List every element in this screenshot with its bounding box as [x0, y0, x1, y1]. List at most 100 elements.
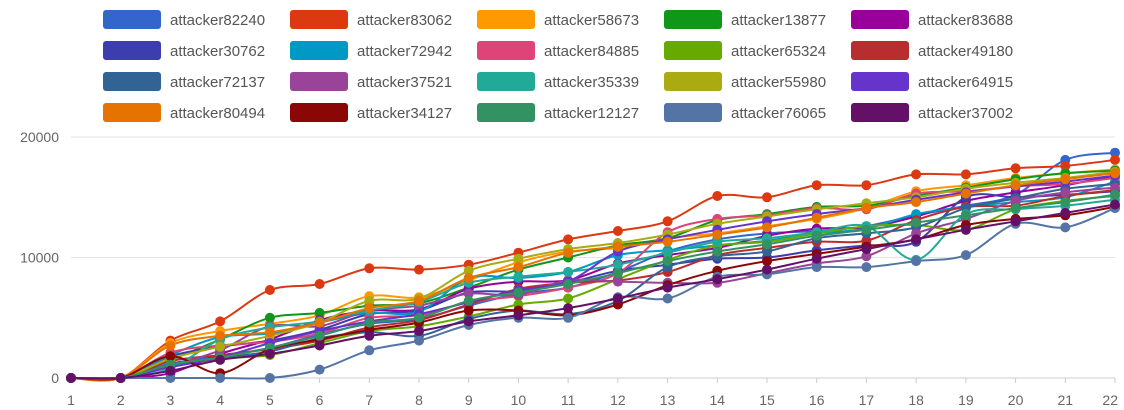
legend-item[interactable]: attacker37002: [851, 103, 1013, 122]
data-point[interactable]: [1110, 168, 1120, 179]
data-point[interactable]: [1010, 216, 1021, 227]
data-point[interactable]: [165, 365, 176, 376]
data-point[interactable]: [165, 351, 176, 362]
legend-item[interactable]: attacker72137: [103, 72, 265, 91]
data-point[interactable]: [314, 307, 325, 318]
data-point[interactable]: [1060, 207, 1071, 218]
legend-item[interactable]: attacker76065: [664, 103, 826, 122]
data-point[interactable]: [911, 234, 922, 245]
series-line[interactable]: [70, 203, 1116, 380]
data-point[interactable]: [1060, 160, 1071, 171]
data-point[interactable]: [563, 303, 574, 314]
legend-item[interactable]: attacker49180: [851, 41, 1013, 60]
data-point[interactable]: [414, 335, 424, 346]
data-point[interactable]: [563, 279, 574, 289]
legend-item[interactable]: attacker13877: [664, 10, 826, 29]
data-point[interactable]: [762, 192, 772, 203]
data-point[interactable]: [264, 285, 275, 295]
data-point[interactable]: [612, 259, 623, 270]
data-point[interactable]: [1010, 163, 1021, 174]
data-point[interactable]: [811, 253, 822, 264]
data-point[interactable]: [612, 276, 623, 287]
data-point[interactable]: [911, 217, 922, 228]
data-point[interactable]: [215, 330, 226, 341]
data-point[interactable]: [115, 373, 126, 383]
data-point[interactable]: [314, 279, 325, 289]
data-point[interactable]: [861, 262, 872, 273]
legend-item[interactable]: attacker64915: [851, 72, 1013, 91]
data-point[interactable]: [463, 288, 474, 299]
data-point[interactable]: [861, 203, 872, 214]
data-point[interactable]: [264, 348, 275, 359]
series-line[interactable]: [70, 172, 1116, 382]
data-point[interactable]: [215, 341, 226, 352]
data-point[interactable]: [762, 264, 772, 275]
data-point[interactable]: [1110, 147, 1120, 158]
data-point[interactable]: [364, 303, 375, 314]
data-point[interactable]: [314, 340, 325, 351]
data-point[interactable]: [563, 234, 574, 245]
data-point[interactable]: [612, 226, 623, 236]
data-point[interactable]: [1010, 195, 1021, 206]
data-point[interactable]: [960, 188, 971, 199]
data-point[interactable]: [960, 210, 971, 221]
legend-item[interactable]: attacker55980: [664, 72, 826, 91]
series-line[interactable]: [70, 170, 1116, 381]
data-point[interactable]: [414, 264, 424, 275]
data-point[interactable]: [911, 169, 922, 180]
data-point[interactable]: [712, 191, 723, 201]
data-point[interactable]: [612, 268, 623, 279]
data-point[interactable]: [165, 340, 176, 351]
data-point[interactable]: [662, 216, 673, 227]
data-point[interactable]: [215, 373, 226, 383]
data-point[interactable]: [960, 224, 971, 235]
data-point[interactable]: [712, 236, 723, 247]
data-point[interactable]: [463, 273, 474, 283]
data-point[interactable]: [215, 316, 226, 327]
data-point[interactable]: [314, 364, 325, 375]
data-point[interactable]: [1010, 180, 1021, 191]
data-point[interactable]: [811, 212, 822, 223]
data-point[interactable]: [1110, 154, 1120, 165]
data-point[interactable]: [612, 241, 623, 252]
data-point[interactable]: [513, 262, 524, 273]
legend-item[interactable]: attacker80494: [103, 103, 265, 122]
legend-item[interactable]: attacker30762: [103, 41, 265, 60]
data-point[interactable]: [1010, 203, 1021, 214]
data-point[interactable]: [513, 287, 524, 298]
data-point[interactable]: [1110, 189, 1120, 200]
data-point[interactable]: [911, 197, 922, 208]
data-point[interactable]: [563, 247, 574, 258]
data-point[interactable]: [563, 312, 574, 323]
data-point[interactable]: [364, 295, 375, 306]
series-line[interactable]: [70, 158, 1116, 382]
series-line[interactable]: [70, 174, 1116, 380]
data-point[interactable]: [712, 274, 723, 285]
series-line[interactable]: [70, 205, 1116, 381]
data-point[interactable]: [563, 267, 574, 277]
data-point[interactable]: [960, 250, 971, 261]
data-point[interactable]: [911, 256, 922, 267]
data-point[interactable]: [463, 316, 474, 327]
data-point[interactable]: [165, 373, 176, 383]
data-point[interactable]: [662, 236, 673, 247]
data-point[interactable]: [662, 282, 673, 293]
legend-item[interactable]: attacker84885: [477, 41, 639, 60]
data-point[interactable]: [513, 253, 524, 264]
series-line[interactable]: [70, 198, 1116, 380]
data-point[interactable]: [662, 256, 673, 267]
data-point[interactable]: [1060, 197, 1071, 208]
data-point[interactable]: [414, 312, 424, 323]
data-point[interactable]: [762, 246, 772, 257]
legend-item[interactable]: attacker72942: [290, 41, 452, 60]
data-point[interactable]: [463, 305, 474, 316]
data-point[interactable]: [215, 354, 226, 365]
data-point[interactable]: [1110, 182, 1120, 193]
legend-item[interactable]: attacker34127: [290, 103, 452, 122]
data-point[interactable]: [364, 330, 375, 341]
data-point[interactable]: [861, 251, 872, 262]
data-point[interactable]: [513, 271, 524, 282]
data-point[interactable]: [264, 373, 275, 383]
data-point[interactable]: [314, 317, 325, 328]
series-line[interactable]: [70, 186, 1116, 380]
